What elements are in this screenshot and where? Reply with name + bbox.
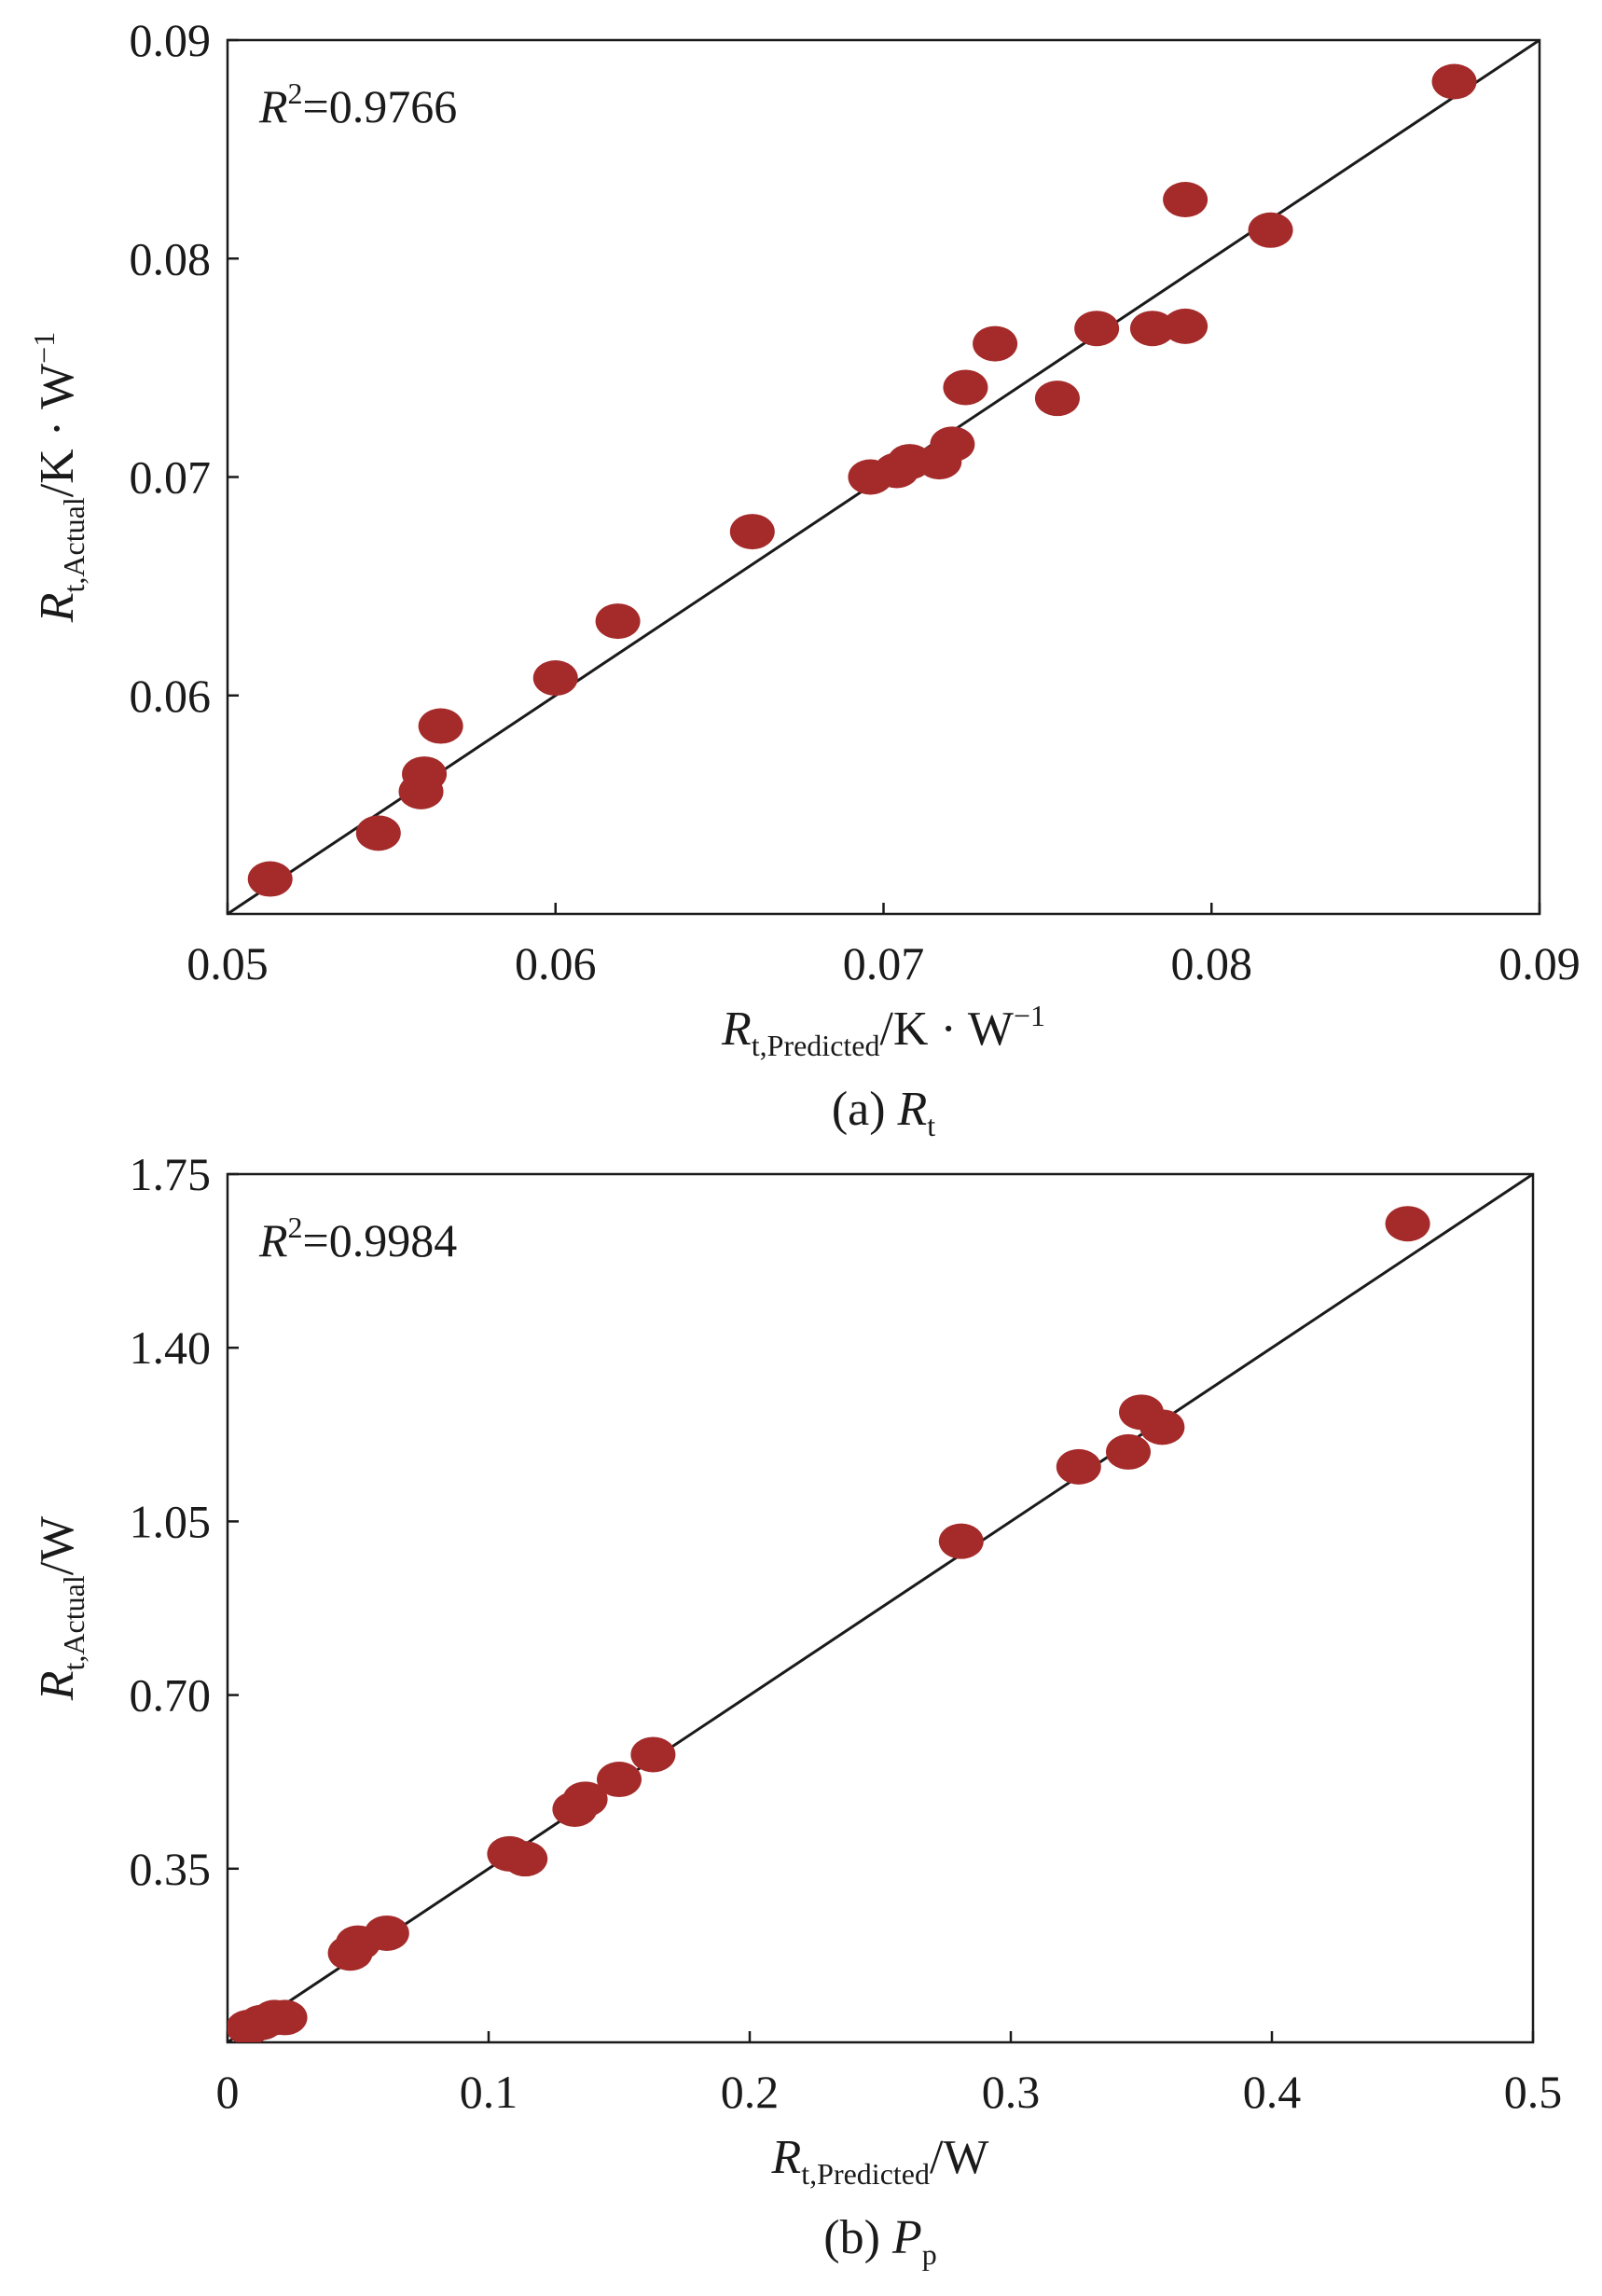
data-point bbox=[364, 1915, 409, 1951]
data-point bbox=[503, 1841, 548, 1877]
y-tick-label: 0.07 bbox=[130, 451, 212, 504]
data-point bbox=[1129, 311, 1175, 347]
x-axis-label: Rt,Predicted/W bbox=[770, 2131, 988, 2191]
data-point bbox=[1056, 1448, 1101, 1485]
plot-area bbox=[228, 1174, 1533, 2042]
data-point bbox=[595, 603, 641, 640]
fit-line bbox=[228, 1174, 1533, 2042]
data-point bbox=[402, 756, 448, 793]
y-axis-label: Rt,Actual/K · W−1 bbox=[27, 332, 90, 623]
x-tick-label: 0.1 bbox=[460, 2066, 518, 2118]
data-point bbox=[247, 861, 293, 897]
plot-area bbox=[228, 40, 1540, 914]
data-point bbox=[1163, 182, 1208, 218]
data-point bbox=[1139, 1409, 1185, 1445]
y-tick-label: 0.70 bbox=[130, 1669, 212, 1722]
data-point bbox=[1431, 63, 1477, 100]
data-point bbox=[943, 369, 988, 406]
r2-annotation: R2=0.9984 bbox=[258, 1210, 457, 1266]
data-point bbox=[729, 514, 775, 550]
chart-caption: (b) Pp bbox=[823, 2211, 936, 2271]
y-tick-label: 1.40 bbox=[130, 1321, 212, 1374]
x-axis-label: Rt,Predicted/K · W−1 bbox=[721, 999, 1045, 1062]
data-point bbox=[1074, 311, 1120, 347]
x-tick-label: 0.2 bbox=[721, 2066, 780, 2118]
x-tick-label: 0.09 bbox=[1498, 937, 1581, 989]
x-tick-label: 0.05 bbox=[186, 937, 269, 989]
data-point bbox=[1248, 212, 1293, 248]
x-tick-label: 0.3 bbox=[982, 2066, 1041, 2118]
data-point bbox=[938, 1523, 984, 1559]
y-tick-label: 0.35 bbox=[130, 1843, 212, 1895]
x-tick-label: 0.06 bbox=[515, 937, 597, 989]
chart-a: 0.05 0.06 0.07 0.08 0.09 0.06 0.07 0.08 0.09 R2=0… bbox=[27, 14, 1581, 1142]
data-point bbox=[630, 1736, 676, 1773]
data-point bbox=[1034, 380, 1080, 417]
data-point bbox=[973, 325, 1018, 362]
chart-b: 0 0.1 0.2 0.3 0.4 0.5 0.35 0.70 1.05 1.40 1.75 R2=0… bbox=[31, 1148, 1562, 2271]
chart-caption: (a) Rt bbox=[832, 1083, 935, 1142]
data-point bbox=[1163, 308, 1208, 344]
y-tick-label: 1.75 bbox=[130, 1148, 212, 1200]
r2-annotation: R2=0.9766 bbox=[258, 76, 457, 132]
data-point bbox=[355, 815, 401, 851]
x-tick-label: 0.08 bbox=[1171, 937, 1253, 989]
data-point bbox=[562, 1781, 608, 1818]
x-tick-label: 0 bbox=[216, 2066, 240, 2118]
plot-frame bbox=[226, 1172, 1535, 2044]
x-tick-label: 0.07 bbox=[843, 937, 925, 989]
data-point bbox=[1385, 1206, 1430, 1242]
data-point bbox=[597, 1762, 642, 1798]
data-point bbox=[930, 426, 975, 463]
data-point bbox=[418, 708, 463, 744]
y-axis-label: Rt,Actual/W bbox=[31, 1516, 90, 1701]
y-tick-label: 0.09 bbox=[130, 14, 212, 66]
y-tick-label: 0.08 bbox=[130, 232, 212, 284]
data-point bbox=[532, 660, 578, 697]
x-tick-label: 0.5 bbox=[1504, 2066, 1563, 2118]
y-tick-label: 1.05 bbox=[130, 1495, 212, 1547]
y-tick-label: 0.06 bbox=[130, 670, 212, 722]
x-tick-label: 0.4 bbox=[1243, 2066, 1302, 2118]
data-point bbox=[1106, 1433, 1151, 1470]
data-point bbox=[262, 1999, 308, 2036]
